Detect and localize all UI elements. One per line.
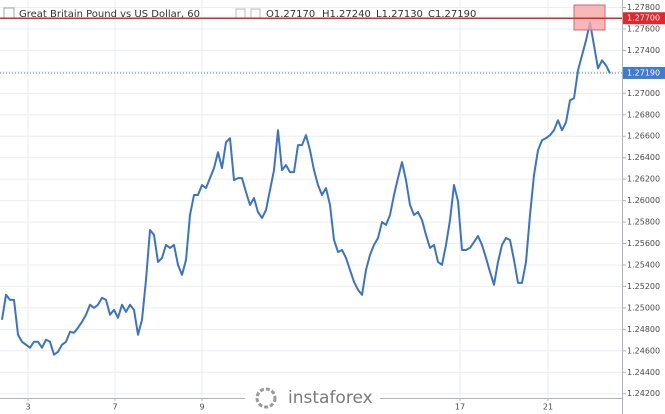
plot-area — [0, 0, 622, 398]
price-label-box — [623, 66, 665, 79]
watermark: instaforex — [245, 384, 380, 412]
y-tick-label: 1.24200 — [627, 389, 660, 398]
x-tick-label: 9 — [199, 403, 204, 412]
ohlc-close: C1.27190 — [428, 9, 476, 20]
y-tick-label: 1.26400 — [627, 153, 660, 162]
y-tick-label: 1.27600 — [627, 24, 660, 33]
y-tick-label: 1.27400 — [627, 46, 660, 55]
y-tick-label: 1.27800 — [627, 3, 660, 12]
watermark-logo — [255, 387, 277, 409]
price-label: 1.27190 — [627, 68, 660, 77]
y-tick-label: 1.25000 — [627, 303, 660, 312]
x-tick-label: 21 — [543, 403, 553, 412]
price-label-box — [623, 12, 665, 25]
price-label: 1.27700 — [627, 14, 660, 23]
y-tick-label: 1.26200 — [627, 175, 660, 184]
y-tick-label: 1.25600 — [627, 239, 660, 248]
y-tick-label: 1.25800 — [627, 218, 660, 227]
y-tick-label: 1.25400 — [627, 260, 660, 269]
ohlc-high: H1.27240 — [322, 9, 371, 20]
price-line — [1, 21, 611, 356]
x-tick-label: 3 — [25, 403, 30, 412]
y-tick-label: 1.24600 — [627, 346, 660, 355]
x-tick-label: 17 — [455, 403, 465, 412]
y-tick-label: 1.26800 — [627, 110, 660, 119]
y-tick-label: 1.24400 — [627, 368, 660, 377]
y-tick-label: 1.26600 — [627, 132, 660, 141]
ohlc-open: O1.27170 — [266, 9, 315, 20]
y-tick-label: 1.24800 — [627, 325, 660, 334]
watermark-text: instaforex — [288, 388, 373, 408]
y-tick-label: 1.26000 — [627, 196, 660, 205]
y-tick-label: 1.25200 — [627, 282, 660, 291]
y-tick-label: 1.27000 — [627, 89, 660, 98]
chart-title: Great Britain Pound vs US Dollar, 60 — [19, 9, 200, 20]
ohlc-low: L1.27130 — [376, 9, 423, 20]
x-tick-label: 7 — [112, 403, 117, 412]
